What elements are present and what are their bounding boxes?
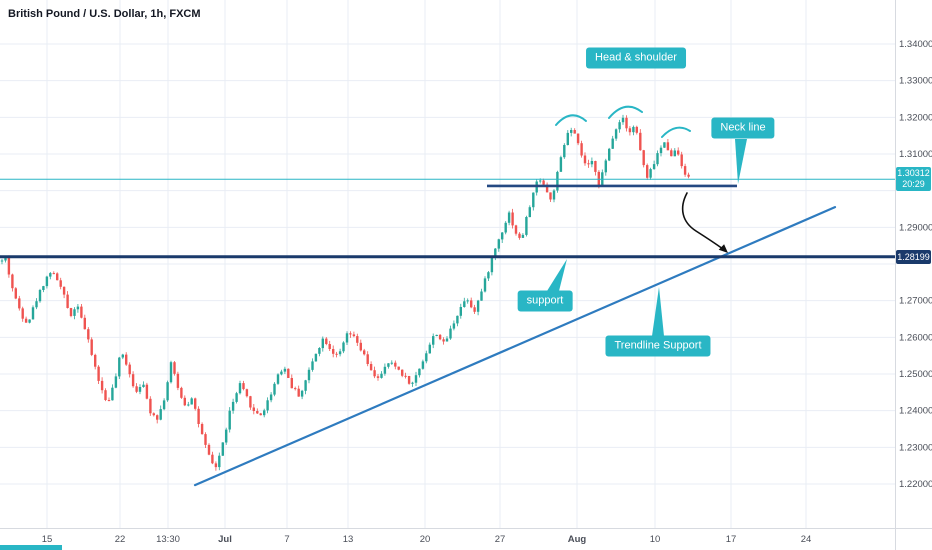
annotation-support[interactable]: support	[517, 290, 573, 312]
countdown-timer: 20:29	[902, 179, 925, 190]
trendline-support-line[interactable]	[193, 206, 837, 487]
annotation-trendline-support[interactable]: Trendline Support	[605, 335, 711, 357]
current-price-value: 1.30312	[897, 168, 930, 179]
grid	[0, 0, 895, 528]
price-axis[interactable]: 1.34000 1.33000 1.32000 1.31000 1.29000 1.270…	[899, 39, 932, 490]
svg-text:13:30: 13:30	[156, 534, 180, 545]
svg-text:10: 10	[650, 534, 661, 545]
svg-text:15: 15	[42, 534, 53, 545]
pattern-arc[interactable]	[608, 105, 643, 119]
svg-text:Aug: Aug	[568, 534, 587, 545]
svg-text:1.23000: 1.23000	[899, 442, 932, 453]
svg-text:24: 24	[801, 534, 812, 545]
svg-text:1.32000: 1.32000	[899, 112, 932, 123]
support-pointer	[547, 259, 567, 291]
svg-text:1.26000: 1.26000	[899, 332, 932, 343]
svg-text:13: 13	[343, 534, 354, 545]
svg-text:27: 27	[495, 534, 506, 545]
pattern-arc[interactable]	[661, 126, 691, 138]
breakdown-arrow[interactable]	[681, 192, 724, 250]
trendline-support-pointer	[652, 287, 664, 336]
pattern-arc[interactable]	[555, 114, 587, 126]
current-price-badge: 1.30312 20:29	[896, 167, 931, 192]
svg-text:17: 17	[726, 534, 737, 545]
svg-text:20: 20	[420, 534, 431, 545]
svg-text:7: 7	[284, 534, 289, 545]
svg-text:22: 22	[115, 534, 126, 545]
timeline-range-highlight	[0, 545, 62, 550]
svg-text:1.22000: 1.22000	[899, 479, 932, 490]
annotation-neck-line[interactable]: Neck line	[711, 117, 775, 139]
svg-text:1.24000: 1.24000	[899, 406, 932, 417]
symbol-title[interactable]: British Pound / U.S. Dollar, 1h, FXCM	[8, 8, 201, 20]
neck-line-pointer	[735, 139, 747, 184]
svg-text:1.29000: 1.29000	[899, 222, 932, 233]
svg-text:1.31000: 1.31000	[899, 149, 932, 160]
time-axis[interactable]: 15 22 13:30 Jul 7 13 20 27 Aug 10 17 24	[42, 534, 812, 545]
support-price-badge: 1.28199	[896, 249, 931, 264]
svg-text:1.27000: 1.27000	[899, 296, 932, 307]
candlesticks	[0, 114, 690, 471]
svg-text:1.33000: 1.33000	[899, 76, 932, 87]
annotation-head-shoulder[interactable]: Head & shoulder	[586, 47, 686, 69]
svg-text:1.25000: 1.25000	[899, 369, 932, 380]
svg-text:Jul: Jul	[218, 534, 232, 545]
svg-text:1.34000: 1.34000	[899, 39, 932, 50]
breakdown-arrow-head	[718, 244, 728, 253]
